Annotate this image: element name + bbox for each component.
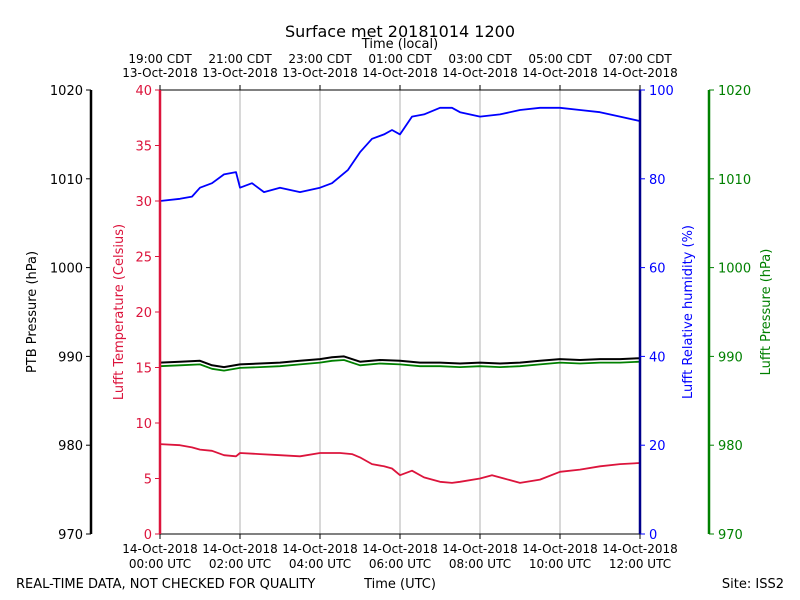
series-line-rh: [159, 106, 641, 202]
top-tick-date: 14-Oct-2018: [362, 66, 438, 80]
temperature-axis-tick-label: 5: [144, 473, 152, 488]
humidity-axis-tick-label: 80: [649, 173, 666, 188]
x-tick-time: 06:00 UTC: [369, 557, 431, 571]
x-tick-date: 14-Oct-2018: [442, 542, 518, 556]
temperature-axis-tick-label: 20: [135, 306, 152, 321]
gridlines: [239, 90, 561, 534]
ptb-axis-tick-label: 1020: [50, 84, 83, 99]
series-line-lufft_p: [159, 359, 641, 372]
lufft-pressure-axis-tick-label: 990: [718, 350, 743, 365]
x-tick-time: 02:00 UTC: [209, 557, 271, 571]
tick-layer: 970 980 990 1000 1010 1020 0 5 10 15 20 25 30 35 40 0 20…: [50, 52, 751, 571]
x-tick-date: 14-Oct-2018: [202, 542, 278, 556]
top-tick-time: 01:00 CDT: [368, 52, 432, 66]
top-tick-time: 19:00 CDT: [128, 52, 192, 66]
site-label: Site: ISS2: [722, 577, 784, 592]
temperature-axis-tick-label: 15: [135, 362, 152, 377]
series-line-temp: [159, 443, 641, 484]
lufft-pressure-axis-tick-label: 1000: [718, 262, 751, 277]
ptb-axis-tick-label: 1010: [50, 173, 83, 188]
humidity-axis-tick-label: 20: [649, 439, 666, 454]
lufft-pressure-axis-tick-label: 970: [718, 528, 743, 543]
lufft-pressure-axis-label: Lufft Pressure (hPa): [759, 249, 774, 376]
x-tick-time: 00:00 UTC: [129, 557, 191, 571]
top-tick-date: 13-Oct-2018: [202, 66, 278, 80]
humidity-axis-tick-label: 100: [649, 84, 674, 99]
lufft-pressure-axis-tick-label: 1020: [718, 84, 751, 99]
x-tick-date: 14-Oct-2018: [602, 542, 678, 556]
temperature-axis-tick-label: 35: [135, 140, 152, 155]
x-tick-time: 10:00 UTC: [529, 557, 591, 571]
humidity-axis-tick-label: 60: [649, 262, 666, 277]
temperature-axis-tick-label: 40: [135, 84, 152, 99]
quality-disclaimer: REAL-TIME DATA, NOT CHECKED FOR QUALITY: [16, 577, 315, 592]
top-tick-date: 14-Oct-2018: [442, 66, 518, 80]
x-tick-time: 04:00 UTC: [289, 557, 351, 571]
top-tick-time: 07:00 CDT: [608, 52, 672, 66]
temperature-axis-tick-label: 0: [144, 528, 152, 543]
x-tick-date: 14-Oct-2018: [282, 542, 358, 556]
humidity-axis-label: Lufft Relative humidity (%): [681, 225, 696, 399]
ptb-axis-tick-label: 970: [58, 528, 83, 543]
top-tick-date: 14-Oct-2018: [522, 66, 598, 80]
ptb-axis-tick-label: 1000: [50, 262, 83, 277]
series-line-ptb: [159, 355, 641, 369]
ptb-axis-tick-label: 990: [58, 350, 83, 365]
top-axis-label: Time (local): [361, 37, 438, 52]
top-tick-time: 23:00 CDT: [288, 52, 352, 66]
top-tick-time: 03:00 CDT: [448, 52, 512, 66]
temperature-axis-tick-label: 25: [135, 251, 152, 266]
temperature-axis-tick-label: 10: [135, 417, 152, 432]
humidity-axis-tick-label: 0: [649, 528, 657, 543]
top-tick-date: 13-Oct-2018: [122, 66, 198, 80]
x-axis-label: Time (UTC): [363, 577, 436, 592]
x-tick-time: 12:00 UTC: [609, 557, 671, 571]
temperature-axis-tick-label: 30: [135, 195, 152, 210]
ptb-axis-tick-label: 980: [58, 439, 83, 454]
x-tick-date: 14-Oct-2018: [122, 542, 198, 556]
x-tick-time: 08:00 UTC: [449, 557, 511, 571]
top-tick-date: 14-Oct-2018: [602, 66, 678, 80]
chart-title: Surface met 20181014 1200: [285, 22, 515, 41]
temperature-axis-label: Lufft Temperature (Celsius): [112, 224, 127, 400]
x-tick-date: 14-Oct-2018: [522, 542, 598, 556]
top-tick-date: 13-Oct-2018: [282, 66, 358, 80]
series-layer: [159, 106, 641, 484]
top-tick-time: 21:00 CDT: [208, 52, 272, 66]
lufft-pressure-axis-tick-label: 980: [718, 439, 743, 454]
ptb-axis-label: PTB Pressure (hPa): [25, 251, 40, 373]
lufft-pressure-axis-tick-label: 1010: [718, 173, 751, 188]
humidity-axis-tick-label: 40: [649, 350, 666, 365]
x-tick-date: 14-Oct-2018: [362, 542, 438, 556]
top-tick-time: 05:00 CDT: [528, 52, 592, 66]
